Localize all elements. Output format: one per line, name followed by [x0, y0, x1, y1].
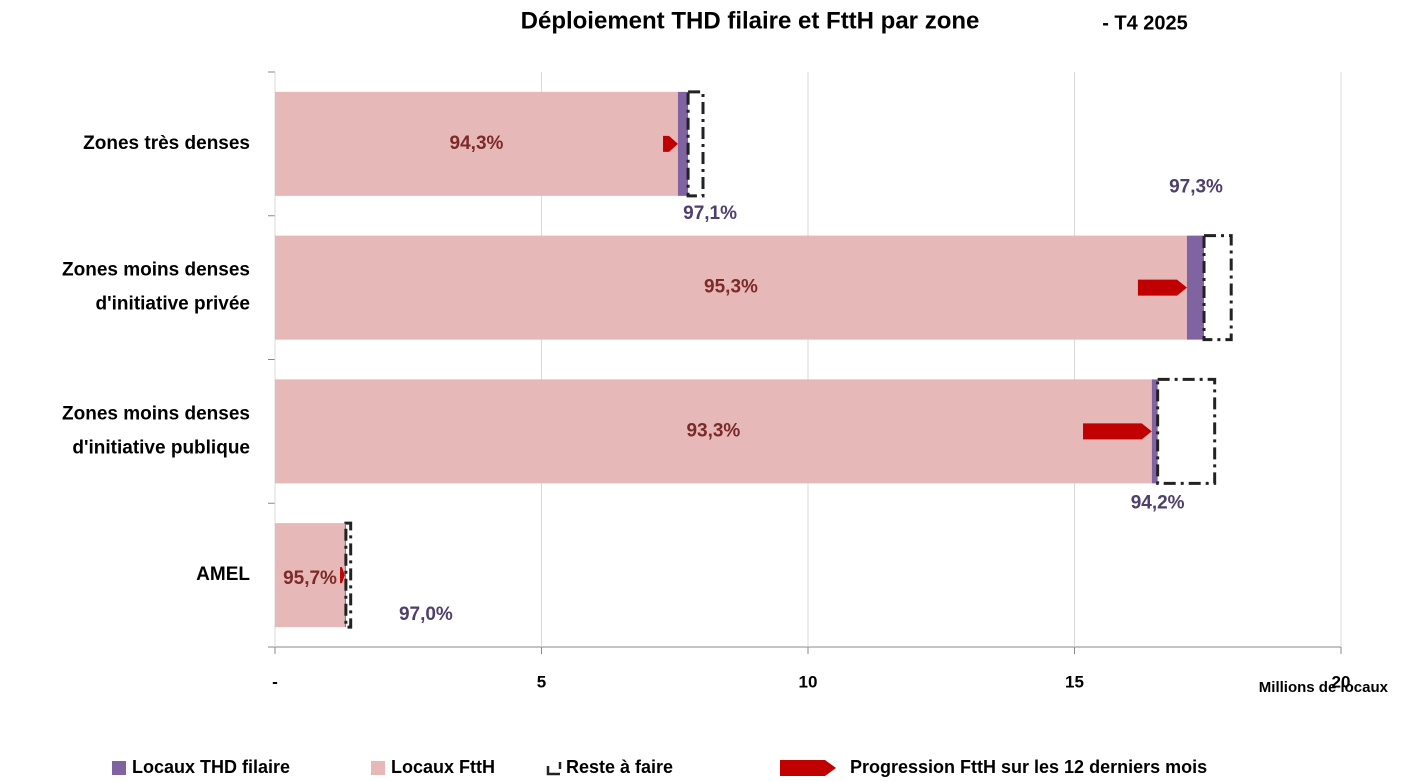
progress-arrow	[340, 567, 345, 584]
progress-arrow	[663, 135, 678, 152]
y-tick-label: Zones moins denses	[62, 403, 250, 424]
ftth-share-label: 94,3%	[450, 133, 504, 154]
bar-ftth	[275, 379, 1152, 484]
bar-thd	[344, 523, 346, 628]
ftth-share-label: 95,7%	[283, 568, 337, 589]
legend-swatch	[546, 762, 562, 776]
bar-remaining	[1202, 234, 1233, 342]
thd-share-label: 97,1%	[683, 203, 737, 224]
y-tick-label: Zones moins denses	[62, 260, 250, 281]
legend-swatch	[780, 760, 836, 776]
bar-remaining	[686, 90, 705, 198]
x-axis-label: Millions de locaux	[1259, 679, 1389, 696]
bar-thd	[1151, 379, 1158, 484]
bar-ftth	[275, 235, 1187, 340]
x-tick-label: 15	[1065, 672, 1084, 691]
bar-ftth	[275, 523, 345, 628]
bar-thd	[1186, 235, 1205, 340]
ftth-share-label: 93,3%	[686, 420, 740, 441]
thd-share-label: 97,3%	[1169, 177, 1223, 198]
chart-subtitle: - T4 2025	[1102, 12, 1188, 34]
bar-remaining	[344, 521, 353, 629]
legend-swatch	[112, 761, 126, 775]
legend-swatch	[371, 761, 385, 775]
x-tick-label: 5	[537, 672, 546, 691]
x-tick-label: -	[272, 672, 278, 691]
x-tick-label: 10	[799, 672, 818, 691]
y-tick-label: d'initiative publique	[72, 437, 250, 458]
thd-share-label: 94,2%	[1131, 492, 1185, 513]
thd-share-label: 97,0%	[399, 604, 453, 625]
x-tick-label: 20	[1332, 672, 1351, 691]
legend-label: Locaux THD filaire	[132, 757, 290, 777]
y-tick-label: d'initiative privée	[96, 294, 250, 315]
legend-label: Locaux FttH	[391, 757, 495, 777]
chart-title: Déploiement THD filaire et FttH par zone	[521, 7, 980, 34]
y-tick-label: AMEL	[196, 564, 250, 585]
bar-remaining	[1156, 377, 1217, 485]
progress-arrow	[1083, 423, 1152, 440]
legend-label: Reste à faire	[566, 757, 673, 777]
bar-thd	[677, 91, 689, 196]
progress-arrow	[1137, 279, 1187, 296]
ftth-share-label: 95,3%	[704, 277, 758, 298]
legend-label: Progression FttH sur les 12 derniers moi…	[850, 757, 1207, 777]
y-tick-label: Zones très denses	[83, 133, 250, 154]
bar-ftth	[275, 91, 678, 196]
